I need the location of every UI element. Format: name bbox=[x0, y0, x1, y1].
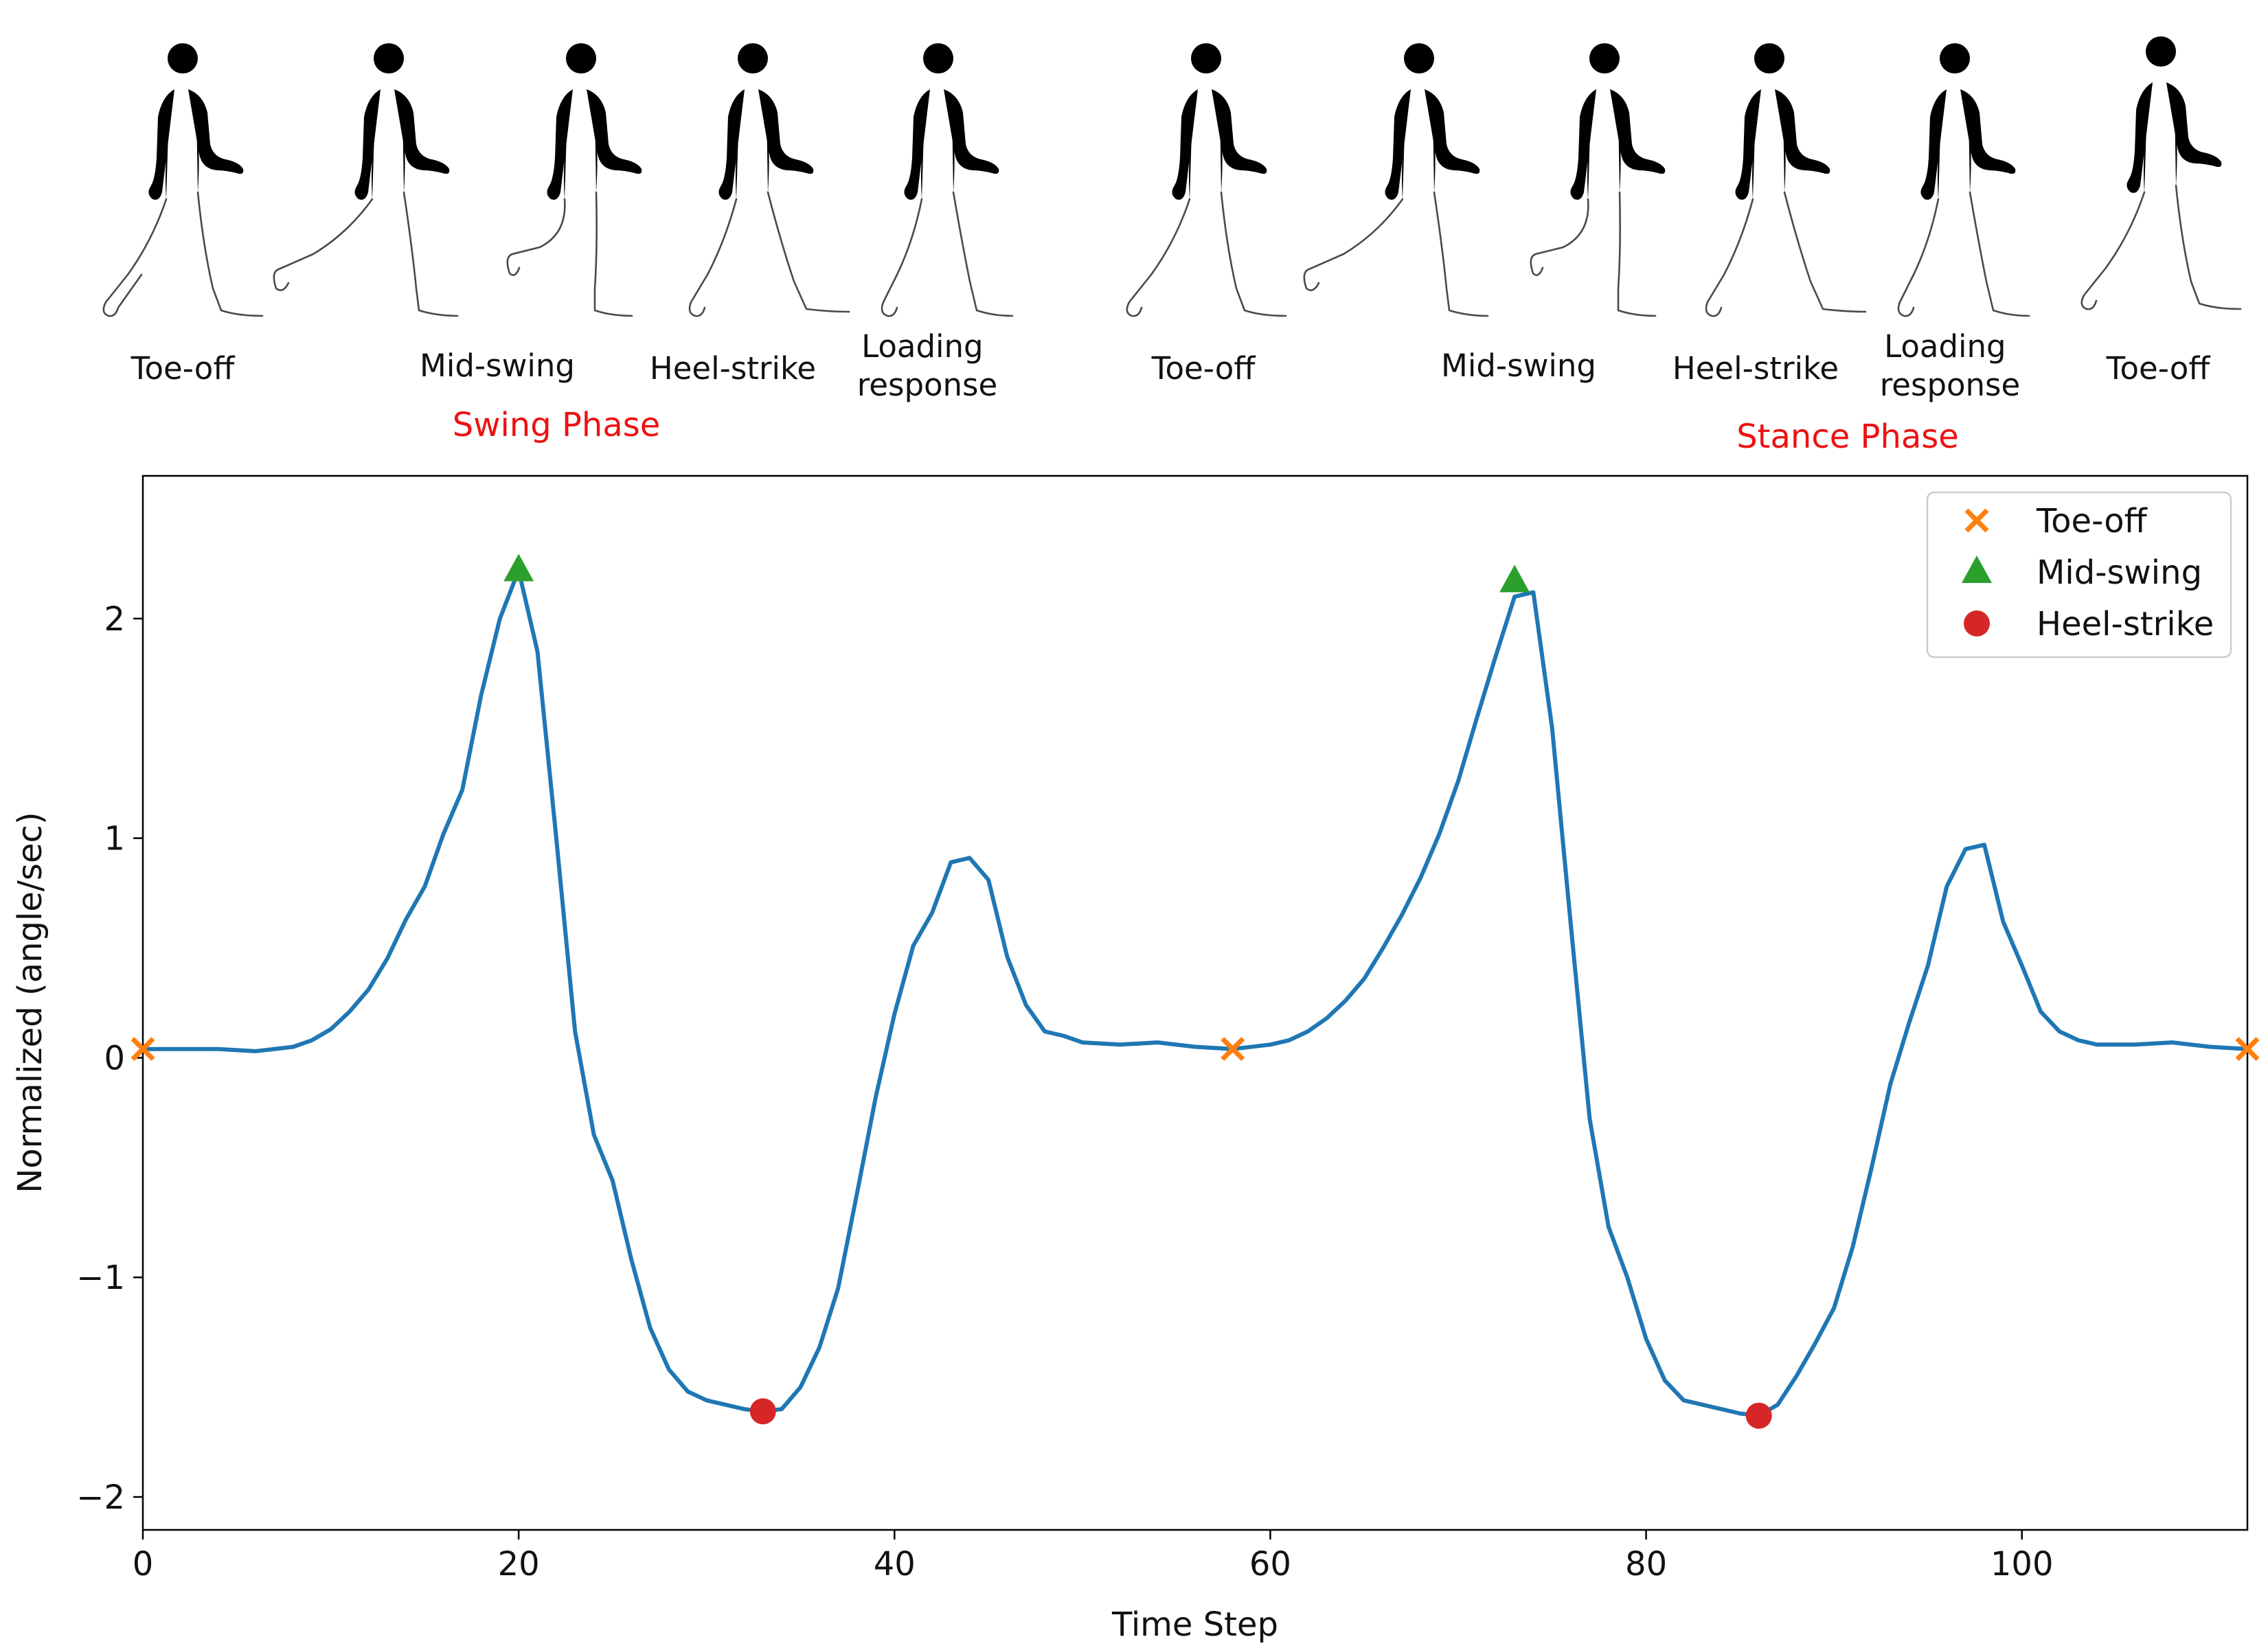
gait-label-loading-response-2: Loading response bbox=[1880, 328, 2020, 403]
heel-strike-marker bbox=[1745, 1402, 1772, 1429]
legend-icons bbox=[1962, 508, 1992, 637]
x-tick-label: 100 bbox=[1991, 1545, 2054, 1583]
y-tick-label: 2 bbox=[104, 600, 125, 639]
walker-icon-9 bbox=[1705, 43, 1867, 317]
walker-icon-2 bbox=[273, 43, 459, 317]
walker-icon-10 bbox=[1897, 43, 2030, 317]
y-tick-label: −2 bbox=[76, 1478, 125, 1517]
gait-label-heel-strike-1: Heel-strike bbox=[650, 350, 816, 387]
legend-toe-off-icon bbox=[1964, 508, 1989, 533]
legend-box bbox=[1926, 491, 2232, 659]
x-tick-label: 20 bbox=[498, 1545, 540, 1583]
plot-frame bbox=[141, 474, 2249, 1531]
walker-icon-7 bbox=[1303, 43, 1489, 317]
walker-icon-8 bbox=[1530, 43, 1666, 317]
swing-phase-label: Swing Phase bbox=[453, 406, 661, 444]
walker-icon-1 bbox=[102, 43, 264, 317]
stance-phase-label: Stance Phase bbox=[1736, 417, 1959, 456]
x-axis-label: Time Step bbox=[1111, 1605, 1278, 1644]
y-tick-label: −1 bbox=[76, 1259, 125, 1297]
y-axis-ticks: −2 −1 0 1 2 bbox=[76, 600, 143, 1517]
walker-icon-11 bbox=[2080, 36, 2242, 310]
mid-swing-marker bbox=[1499, 564, 1530, 593]
gait-label-toe-off-2: Toe-off bbox=[1151, 350, 1256, 387]
loading-response-line: response bbox=[857, 367, 997, 403]
legend-heel-strike-icon bbox=[1964, 610, 1990, 637]
x-tick-label: 0 bbox=[133, 1545, 154, 1583]
legend-mid-swing-icon bbox=[1962, 556, 1992, 583]
x-axis-ticks: 0 20 40 60 80 100 bbox=[133, 1530, 2054, 1583]
gait-label-mid-swing-2: Mid-swing bbox=[1441, 347, 1596, 384]
toe-off-marker bbox=[2235, 1037, 2260, 1062]
x-tick-label: 60 bbox=[1249, 1545, 1291, 1583]
loading-response-line: Loading bbox=[861, 328, 984, 365]
event-markers bbox=[131, 553, 2260, 1429]
walker-icon-4 bbox=[688, 43, 850, 317]
legend-label-mid-swing: Mid-swing bbox=[2037, 553, 2202, 592]
gait-label-mid-swing-1: Mid-swing bbox=[420, 347, 575, 384]
y-axis-label: Normalized (angle/sec) bbox=[11, 812, 49, 1193]
gait-label-loading-response-1: Loading response bbox=[857, 328, 997, 403]
gait-label-heel-strike-2: Heel-strike bbox=[1672, 350, 1839, 387]
legend: Toe-off Mid-swing Heel-strike bbox=[1926, 491, 2232, 659]
y-tick-label: 1 bbox=[104, 820, 125, 858]
walker-icon-3 bbox=[506, 43, 642, 317]
x-tick-label: 80 bbox=[1625, 1545, 1667, 1583]
y-tick-label: 0 bbox=[104, 1039, 125, 1077]
legend-label-toe-off: Toe-off bbox=[2036, 502, 2148, 540]
mid-swing-marker bbox=[503, 553, 534, 582]
series-line bbox=[141, 568, 2249, 1418]
legend-label-heel-strike: Heel-strike bbox=[2037, 605, 2214, 643]
x-tick-label: 40 bbox=[874, 1545, 916, 1583]
heel-strike-marker bbox=[749, 1398, 776, 1425]
toe-off-marker bbox=[131, 1037, 155, 1062]
walker-icon-6 bbox=[1126, 43, 1287, 317]
toe-off-marker bbox=[1221, 1037, 1245, 1062]
gait-label-toe-off-1: Toe-off bbox=[131, 350, 236, 387]
walker-icon-5 bbox=[881, 43, 1014, 317]
loading-response-line: Loading bbox=[1884, 328, 2006, 365]
loading-response-line: response bbox=[1880, 367, 2020, 403]
gait-label-toe-off-3: Toe-off bbox=[2106, 350, 2211, 387]
